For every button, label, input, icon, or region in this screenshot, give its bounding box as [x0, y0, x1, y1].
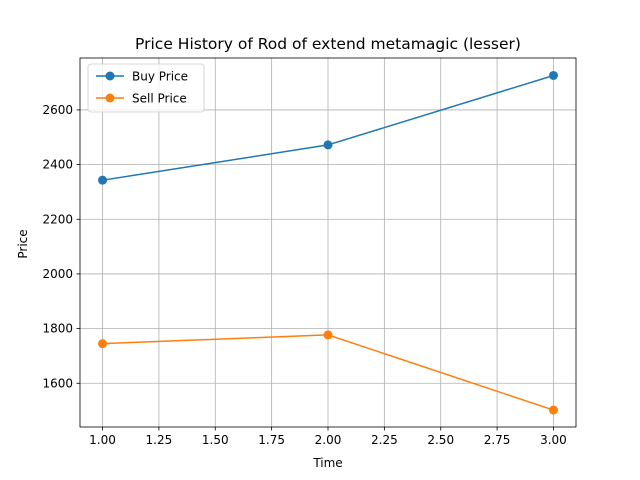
x-tick-label: 2.25	[371, 433, 398, 447]
data-point	[98, 175, 108, 185]
y-tick-label: 1600	[42, 376, 73, 390]
series-buy-price	[98, 70, 558, 185]
x-tick-label: 3.00	[540, 433, 567, 447]
data-point	[323, 330, 333, 340]
y-tick-label: 2400	[42, 158, 73, 172]
y-tick-label: 2200	[42, 212, 73, 226]
x-tick-label: 2.75	[484, 433, 511, 447]
x-tick-label: 1.25	[146, 433, 173, 447]
y-axis-label: Price	[16, 229, 30, 258]
data-point	[98, 339, 108, 349]
data-point	[323, 140, 333, 150]
x-axis-ticks: 1.00 1.25 1.50 1.75 2.00 2.25 2.50 2.75 3.00	[89, 427, 567, 447]
y-tick-label: 2000	[42, 267, 73, 281]
x-tick-label: 1.50	[202, 433, 229, 447]
legend-label: Sell Price	[132, 92, 187, 106]
y-axis-ticks: 1600 1800 2000 2200 2400 2600	[42, 103, 80, 390]
legend-item: Buy Price	[96, 70, 188, 84]
x-tick-label: 2.00	[315, 433, 342, 447]
legend-item: Sell Price	[96, 92, 187, 106]
x-tick-label: 1.00	[89, 433, 116, 447]
legend-marker	[105, 93, 115, 103]
y-tick-label: 1800	[42, 322, 73, 336]
x-axis-label: Time	[312, 456, 342, 470]
grid	[80, 58, 576, 427]
y-tick-label: 2600	[42, 103, 73, 117]
series-sell-price	[98, 330, 558, 415]
x-tick-label: 2.50	[427, 433, 454, 447]
data-point	[548, 405, 558, 415]
legend: Buy Price Sell Price	[87, 63, 205, 113]
series-group	[98, 70, 558, 415]
chart-title: Price History of Rod of extend metamagic…	[135, 35, 521, 53]
legend-label: Buy Price	[132, 70, 188, 84]
x-tick-label: 1.75	[258, 433, 285, 447]
data-point	[548, 70, 558, 80]
legend-marker	[105, 71, 115, 81]
